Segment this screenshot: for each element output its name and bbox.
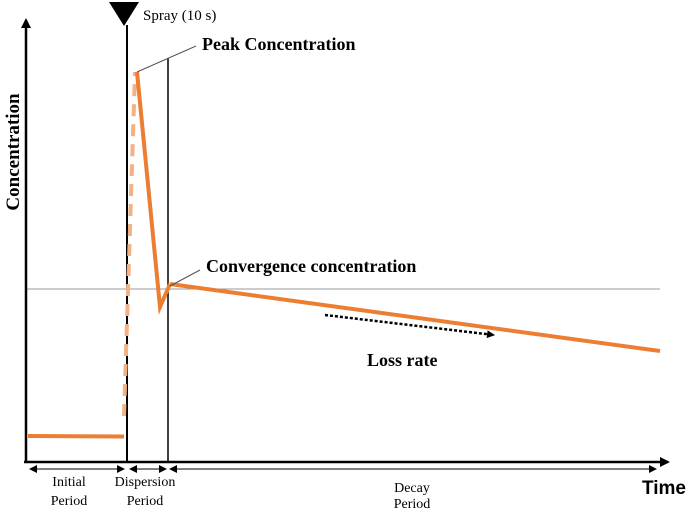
spray-label: Spray (10 s) bbox=[143, 8, 216, 24]
initial-period-label-line1: Initial bbox=[52, 475, 86, 490]
initial-period-label-line2: Period bbox=[51, 494, 88, 509]
convergence-leader-line bbox=[169, 269, 201, 287]
x-axis-label: Time bbox=[642, 478, 686, 499]
peak-concentration-label: Peak Concentration bbox=[202, 34, 355, 54]
dispersion-period-label-line1: Dispersion bbox=[115, 475, 176, 490]
dispersion-period-label-line2: Period bbox=[127, 494, 164, 509]
loss-rate-arrow bbox=[324, 313, 495, 339]
decay-curve bbox=[169, 282, 661, 353]
initial-concentration-line bbox=[27, 434, 125, 439]
dispersion-curve bbox=[135, 71, 172, 315]
loss-rate-label: Loss rate bbox=[367, 350, 438, 370]
spray-rise-dashed-line bbox=[122, 71, 137, 417]
y-axis-label: Concentration bbox=[3, 93, 24, 211]
peak-leader-line bbox=[136, 45, 197, 73]
convergence-concentration-label: Convergence concentration bbox=[206, 256, 416, 276]
decay-period-label-line2: Period bbox=[394, 497, 431, 511]
decay-period-label-line1: Decay bbox=[394, 481, 430, 496]
spray-marker-triangle bbox=[109, 2, 139, 26]
